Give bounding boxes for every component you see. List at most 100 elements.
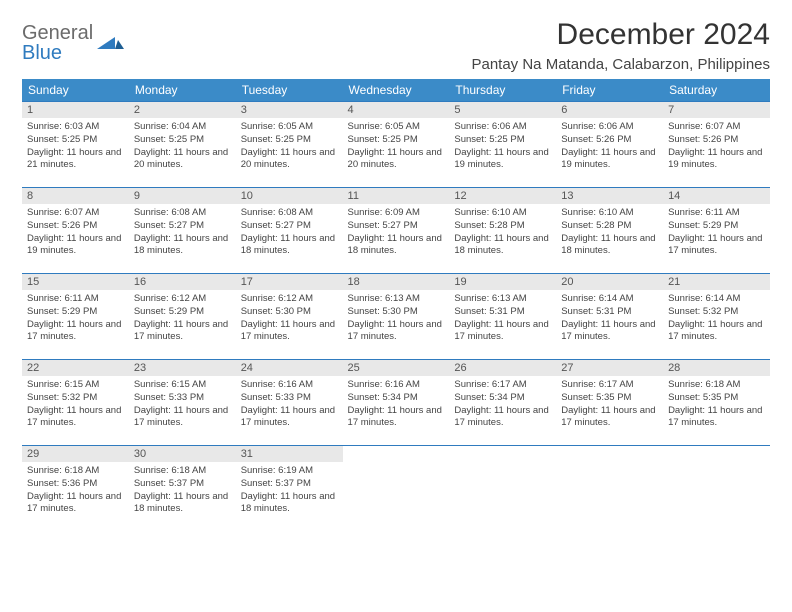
day-info: Sunrise: 6:03 AMSunset: 5:25 PMDaylight:…	[22, 118, 129, 182]
day-number: 1	[22, 102, 129, 118]
month-title: December 2024	[471, 18, 770, 52]
day-header-row: SundayMondayTuesdayWednesdayThursdayFrid…	[22, 79, 770, 102]
calendar-day: 18Sunrise: 6:13 AMSunset: 5:30 PMDayligh…	[343, 274, 450, 360]
day-info: Sunrise: 6:08 AMSunset: 5:27 PMDaylight:…	[236, 204, 343, 268]
day-info: Sunrise: 6:16 AMSunset: 5:34 PMDaylight:…	[343, 376, 450, 440]
day-number: 6	[556, 102, 663, 118]
day-number: 15	[22, 274, 129, 290]
calendar-day: 6Sunrise: 6:06 AMSunset: 5:26 PMDaylight…	[556, 102, 663, 188]
day-number: 30	[129, 446, 236, 462]
calendar-day: 27Sunrise: 6:17 AMSunset: 5:35 PMDayligh…	[556, 360, 663, 446]
calendar-day: 31Sunrise: 6:19 AMSunset: 5:37 PMDayligh…	[236, 446, 343, 532]
day-info: Sunrise: 6:14 AMSunset: 5:32 PMDaylight:…	[663, 290, 770, 354]
day-number: 9	[129, 188, 236, 204]
day-info: Sunrise: 6:09 AMSunset: 5:27 PMDaylight:…	[343, 204, 450, 268]
logo-line1: General	[22, 22, 93, 44]
day-info: Sunrise: 6:08 AMSunset: 5:27 PMDaylight:…	[129, 204, 236, 268]
day-header: Saturday	[663, 79, 770, 102]
day-info: Sunrise: 6:07 AMSunset: 5:26 PMDaylight:…	[663, 118, 770, 182]
calendar-week: 15Sunrise: 6:11 AMSunset: 5:29 PMDayligh…	[22, 274, 770, 360]
day-number: 3	[236, 102, 343, 118]
day-info: Sunrise: 6:12 AMSunset: 5:30 PMDaylight:…	[236, 290, 343, 354]
calendar-day: 5Sunrise: 6:06 AMSunset: 5:25 PMDaylight…	[449, 102, 556, 188]
day-number: 28	[663, 360, 770, 376]
day-info: Sunrise: 6:13 AMSunset: 5:30 PMDaylight:…	[343, 290, 450, 354]
day-info: Sunrise: 6:15 AMSunset: 5:32 PMDaylight:…	[22, 376, 129, 440]
calendar-day: 3Sunrise: 6:05 AMSunset: 5:25 PMDaylight…	[236, 102, 343, 188]
calendar-day: 28Sunrise: 6:18 AMSunset: 5:35 PMDayligh…	[663, 360, 770, 446]
day-header: Friday	[556, 79, 663, 102]
day-header: Wednesday	[343, 79, 450, 102]
calendar-day: 26Sunrise: 6:17 AMSunset: 5:34 PMDayligh…	[449, 360, 556, 446]
day-info: Sunrise: 6:15 AMSunset: 5:33 PMDaylight:…	[129, 376, 236, 440]
title-block: December 2024 Pantay Na Matanda, Calabar…	[471, 18, 770, 73]
day-number: 21	[663, 274, 770, 290]
day-number: 2	[129, 102, 236, 118]
calendar-day: 1Sunrise: 6:03 AMSunset: 5:25 PMDaylight…	[22, 102, 129, 188]
calendar-day: ..	[449, 446, 556, 532]
day-header: Sunday	[22, 79, 129, 102]
calendar-day: 22Sunrise: 6:15 AMSunset: 5:32 PMDayligh…	[22, 360, 129, 446]
day-info: Sunrise: 6:11 AMSunset: 5:29 PMDaylight:…	[22, 290, 129, 354]
calendar-day: 15Sunrise: 6:11 AMSunset: 5:29 PMDayligh…	[22, 274, 129, 360]
day-info: Sunrise: 6:06 AMSunset: 5:26 PMDaylight:…	[556, 118, 663, 182]
calendar-day: 7Sunrise: 6:07 AMSunset: 5:26 PMDaylight…	[663, 102, 770, 188]
day-info: Sunrise: 6:04 AMSunset: 5:25 PMDaylight:…	[129, 118, 236, 182]
day-number: 19	[449, 274, 556, 290]
day-info: Sunrise: 6:16 AMSunset: 5:33 PMDaylight:…	[236, 376, 343, 440]
day-info: Sunrise: 6:18 AMSunset: 5:37 PMDaylight:…	[129, 462, 236, 526]
day-info: Sunrise: 6:07 AMSunset: 5:26 PMDaylight:…	[22, 204, 129, 268]
day-info: Sunrise: 6:10 AMSunset: 5:28 PMDaylight:…	[449, 204, 556, 268]
calendar-day: 17Sunrise: 6:12 AMSunset: 5:30 PMDayligh…	[236, 274, 343, 360]
day-number: 29	[22, 446, 129, 462]
day-info: Sunrise: 6:13 AMSunset: 5:31 PMDaylight:…	[449, 290, 556, 354]
day-info: Sunrise: 6:19 AMSunset: 5:37 PMDaylight:…	[236, 462, 343, 526]
calendar-day: 30Sunrise: 6:18 AMSunset: 5:37 PMDayligh…	[129, 446, 236, 532]
calendar-day: 16Sunrise: 6:12 AMSunset: 5:29 PMDayligh…	[129, 274, 236, 360]
day-info: Sunrise: 6:05 AMSunset: 5:25 PMDaylight:…	[236, 118, 343, 182]
calendar-day: 8Sunrise: 6:07 AMSunset: 5:26 PMDaylight…	[22, 188, 129, 274]
day-number: 22	[22, 360, 129, 376]
day-number: 24	[236, 360, 343, 376]
calendar-day: 20Sunrise: 6:14 AMSunset: 5:31 PMDayligh…	[556, 274, 663, 360]
day-info: Sunrise: 6:14 AMSunset: 5:31 PMDaylight:…	[556, 290, 663, 354]
day-number: 27	[556, 360, 663, 376]
day-number: 8	[22, 188, 129, 204]
day-info: Sunrise: 6:17 AMSunset: 5:34 PMDaylight:…	[449, 376, 556, 440]
calendar-day: 2Sunrise: 6:04 AMSunset: 5:25 PMDaylight…	[129, 102, 236, 188]
day-number: 14	[663, 188, 770, 204]
calendar-week: 22Sunrise: 6:15 AMSunset: 5:32 PMDayligh…	[22, 360, 770, 446]
day-info: Sunrise: 6:10 AMSunset: 5:28 PMDaylight:…	[556, 204, 663, 268]
calendar-day: 21Sunrise: 6:14 AMSunset: 5:32 PMDayligh…	[663, 274, 770, 360]
logo-icon	[97, 31, 125, 58]
day-header: Tuesday	[236, 79, 343, 102]
day-number: 31	[236, 446, 343, 462]
day-number: 17	[236, 274, 343, 290]
calendar-week: 8Sunrise: 6:07 AMSunset: 5:26 PMDaylight…	[22, 188, 770, 274]
calendar-day: 19Sunrise: 6:13 AMSunset: 5:31 PMDayligh…	[449, 274, 556, 360]
calendar-day: ..	[556, 446, 663, 532]
calendar-day: 11Sunrise: 6:09 AMSunset: 5:27 PMDayligh…	[343, 188, 450, 274]
day-number: 16	[129, 274, 236, 290]
calendar-table: SundayMondayTuesdayWednesdayThursdayFrid…	[22, 79, 770, 532]
calendar-day: 25Sunrise: 6:16 AMSunset: 5:34 PMDayligh…	[343, 360, 450, 446]
calendar-day: 23Sunrise: 6:15 AMSunset: 5:33 PMDayligh…	[129, 360, 236, 446]
day-number: 5	[449, 102, 556, 118]
logo-line2: Blue	[22, 42, 62, 64]
day-info: Sunrise: 6:18 AMSunset: 5:35 PMDaylight:…	[663, 376, 770, 440]
calendar-day: 24Sunrise: 6:16 AMSunset: 5:33 PMDayligh…	[236, 360, 343, 446]
calendar-week: 1Sunrise: 6:03 AMSunset: 5:25 PMDaylight…	[22, 102, 770, 188]
day-number: 18	[343, 274, 450, 290]
calendar-day: 4Sunrise: 6:05 AMSunset: 5:25 PMDaylight…	[343, 102, 450, 188]
day-number: 4	[343, 102, 450, 118]
day-header: Monday	[129, 79, 236, 102]
day-number: 23	[129, 360, 236, 376]
calendar-day: 13Sunrise: 6:10 AMSunset: 5:28 PMDayligh…	[556, 188, 663, 274]
day-number: 7	[663, 102, 770, 118]
location: Pantay Na Matanda, Calabarzon, Philippin…	[471, 56, 770, 73]
day-number: 26	[449, 360, 556, 376]
calendar-day: ..	[663, 446, 770, 532]
calendar-day: 14Sunrise: 6:11 AMSunset: 5:29 PMDayligh…	[663, 188, 770, 274]
day-number: 12	[449, 188, 556, 204]
day-info: Sunrise: 6:11 AMSunset: 5:29 PMDaylight:…	[663, 204, 770, 268]
